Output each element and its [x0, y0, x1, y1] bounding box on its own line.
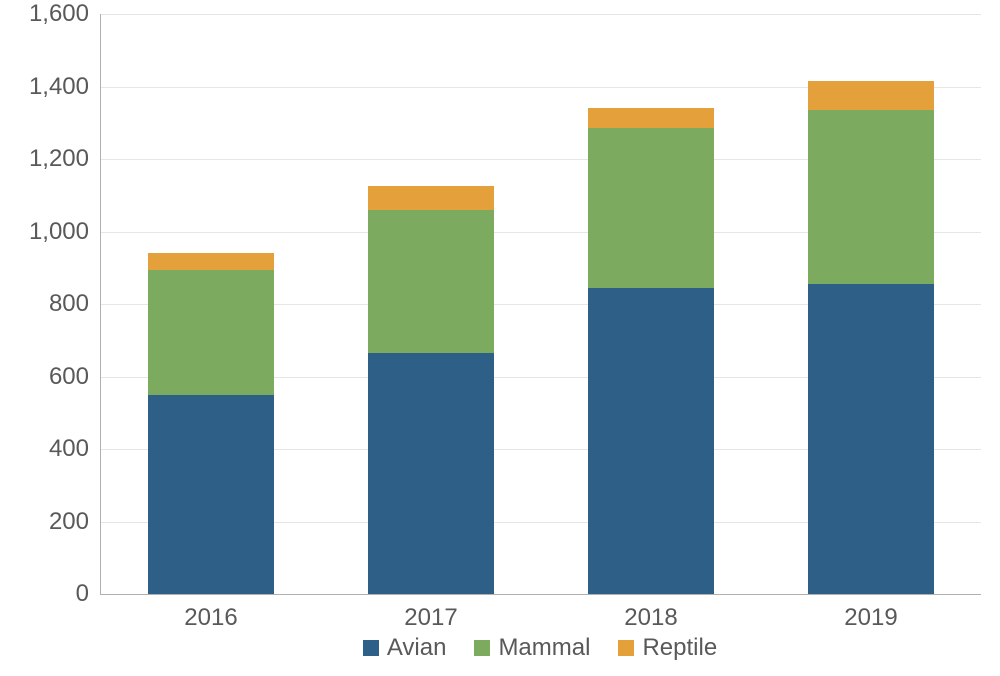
y-axis-label: 600 [49, 363, 101, 391]
gridline [101, 14, 981, 15]
y-axis-label: 1,200 [29, 145, 101, 173]
plot-area: 02004006008001,0001,2001,4001,6002016201… [100, 14, 981, 595]
bar-segment-avian [588, 288, 713, 594]
x-axis-label: 2018 [624, 594, 677, 632]
legend-label: Avian [387, 634, 447, 662]
bar-segment-avian [368, 353, 493, 594]
x-axis-label: 2017 [404, 594, 457, 632]
y-axis-label: 1,000 [29, 218, 101, 246]
y-axis-label: 400 [49, 435, 101, 463]
bar-segment-avian [808, 284, 933, 594]
y-axis-label: 200 [49, 508, 101, 536]
bar-segment-reptile [368, 186, 493, 210]
legend: Avian Mammal Reptile [100, 634, 980, 662]
bar-segment-reptile [588, 108, 713, 128]
bar-segment-reptile [148, 253, 273, 269]
bar-segment-avian [148, 395, 273, 594]
x-axis-label: 2016 [184, 594, 237, 632]
legend-item-reptile: Reptile [618, 634, 717, 662]
bar-segment-mammal [588, 128, 713, 288]
y-axis-label: 0 [76, 580, 101, 608]
bar-segment-mammal [368, 210, 493, 353]
legend-swatch-icon [618, 640, 634, 656]
x-axis-label: 2019 [844, 594, 897, 632]
legend-label: Mammal [498, 634, 590, 662]
bar-segment-mammal [148, 270, 273, 395]
bar-segment-mammal [808, 110, 933, 284]
bar-segment-reptile [808, 81, 933, 110]
legend-swatch-icon [474, 640, 490, 656]
y-axis-label: 1,400 [29, 73, 101, 101]
stacked-bar-chart: 0 200 400 600 800 1,000 1,200 1,400 1,600 2016 201… [0, 0, 1000, 676]
y-axis-label: 1,600 [29, 0, 101, 28]
legend-item-mammal: Mammal [474, 634, 590, 662]
legend-label: Reptile [642, 634, 717, 662]
legend-item-avian: Avian [363, 634, 447, 662]
legend-swatch-icon [363, 640, 379, 656]
y-axis-label: 800 [49, 290, 101, 318]
